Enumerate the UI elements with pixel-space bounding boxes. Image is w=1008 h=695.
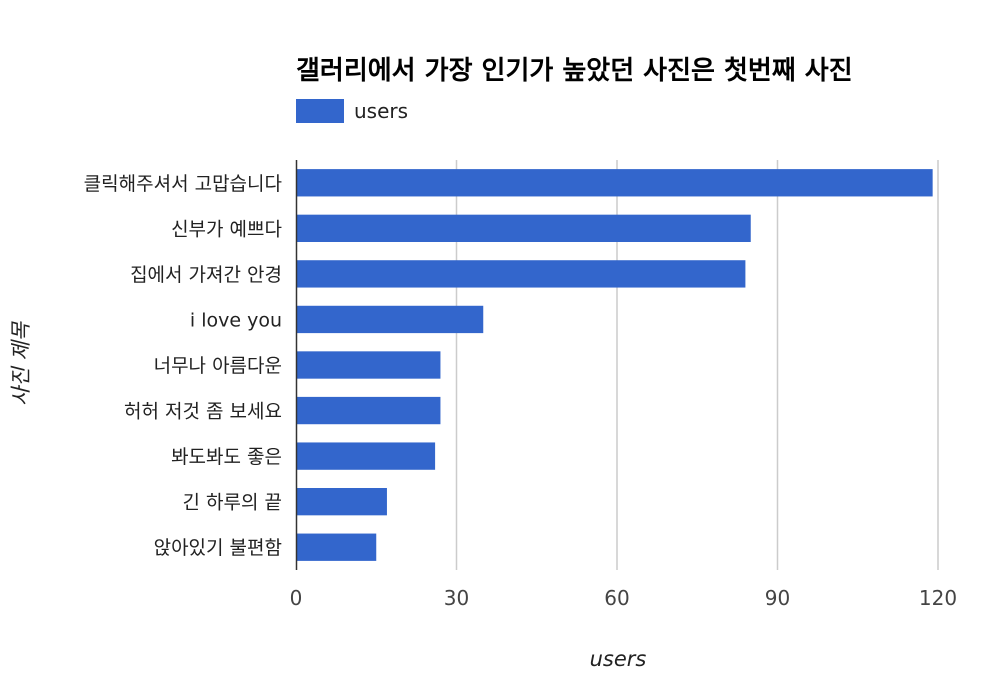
- category-label: 클릭해주셔서 고맙습니다: [84, 173, 282, 195]
- bar[interactable]: [296, 260, 746, 288]
- y-axis-title: 사진 제목: [9, 320, 33, 406]
- category-label: i love you: [190, 309, 282, 331]
- bar[interactable]: [296, 169, 933, 197]
- x-tick-label: 30: [444, 586, 469, 610]
- bar[interactable]: [296, 488, 387, 516]
- legend-label: users: [354, 99, 408, 123]
- x-axis-title: users: [590, 647, 647, 671]
- x-tick-label: 60: [604, 586, 629, 610]
- chart-title: 갤러리에서 가장 인기가 높았던 사진은 첫번째 사진: [296, 56, 853, 86]
- bar[interactable]: [296, 442, 436, 470]
- bar[interactable]: [296, 214, 751, 242]
- bar[interactable]: [296, 305, 484, 334]
- legend-swatch: [296, 99, 344, 123]
- x-tick-labels: 0 30 60 90 120: [290, 586, 957, 610]
- legend[interactable]: users: [296, 99, 408, 123]
- x-tick-label: 120: [919, 586, 957, 610]
- category-label: 긴 하루의 끝: [183, 492, 282, 514]
- category-label: 신부가 예쁘다: [171, 218, 282, 240]
- x-tick-label: 0: [290, 586, 303, 610]
- x-tick-label: 90: [765, 586, 790, 610]
- bar[interactable]: [296, 351, 441, 379]
- bar[interactable]: [296, 396, 441, 425]
- category-label: 허허 저것 좀 보세요: [124, 401, 282, 423]
- category-label: 앉아있기 불편함: [154, 537, 282, 559]
- category-label: 너무나 아름다운: [154, 355, 282, 377]
- category-label: 봐도봐도 좋은: [171, 446, 282, 468]
- category-label: 집에서 가져간 안경: [130, 264, 282, 286]
- bars: [296, 169, 933, 561]
- bar[interactable]: [296, 533, 377, 561]
